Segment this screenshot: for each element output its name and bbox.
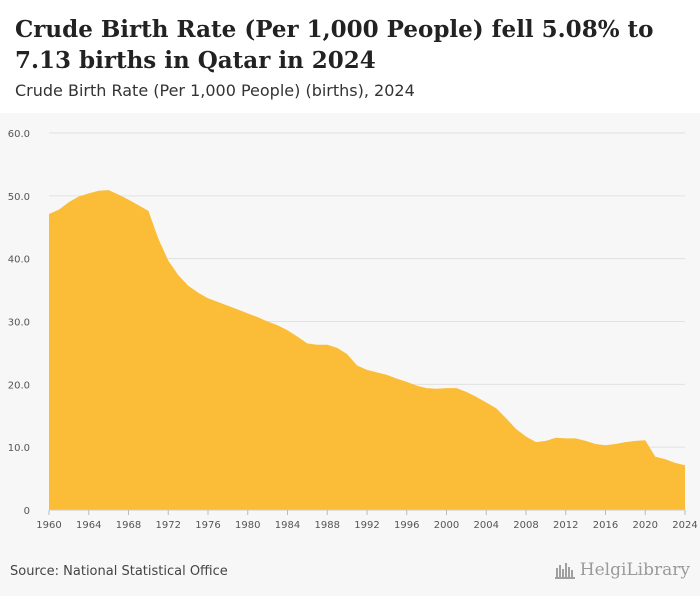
x-tick-label: 1964	[76, 520, 101, 531]
x-tick-label: 1960	[36, 520, 61, 531]
y-tick-label: 0	[24, 506, 30, 517]
area-series	[49, 190, 685, 510]
x-tick-label: 2008	[513, 520, 538, 531]
y-tick-label: 20.0	[8, 380, 30, 391]
area-chart: 0 10.0 20.0 30.0 40.0 50.0 60.0 1960 1964 1968 197…	[8, 129, 698, 531]
x-tick-label: 2016	[593, 520, 618, 531]
x-tick-label: 2020	[633, 520, 658, 531]
y-tick-label: 30.0	[8, 318, 30, 329]
x-tick-label: 1976	[195, 520, 220, 531]
x-tick-label: 2004	[474, 520, 499, 531]
source-note: Source: National Statistical Office	[10, 564, 228, 579]
chart-subtitle: Crude Birth Rate (Per 1,000 People) (bir…	[15, 81, 415, 100]
x-tick-label: 1996	[394, 520, 419, 531]
x-tick-label: 2012	[553, 520, 578, 531]
y-tick-label: 40.0	[8, 255, 30, 266]
chart-title: Crude Birth Rate (Per 1,000 People) fell…	[15, 16, 654, 74]
chart-header: Crude Birth Rate (Per 1,000 People) fell…	[0, 0, 700, 113]
x-tick-label: 1992	[354, 520, 379, 531]
x-tick-label: 1980	[235, 520, 260, 531]
chart-area: 0 10.0 20.0 30.0 40.0 50.0 60.0 1960 1964 1968 197…	[0, 113, 700, 553]
brand-logo: HelgiLibrary	[554, 560, 690, 580]
x-tick-label: 1988	[315, 520, 340, 531]
x-tick-label: 1984	[275, 520, 300, 531]
x-tick-label: 2000	[434, 520, 459, 531]
brand-name: HelgiLibrary	[579, 560, 690, 580]
y-tick-label: 50.0	[8, 192, 30, 203]
y-tick-label: 10.0	[8, 443, 30, 454]
x-tick-label: 1972	[156, 520, 181, 531]
library-icon	[554, 563, 575, 579]
y-tick-label: 60.0	[8, 129, 30, 140]
x-tick-label: 1968	[116, 520, 141, 531]
x-tick-label: 2024	[672, 520, 697, 531]
